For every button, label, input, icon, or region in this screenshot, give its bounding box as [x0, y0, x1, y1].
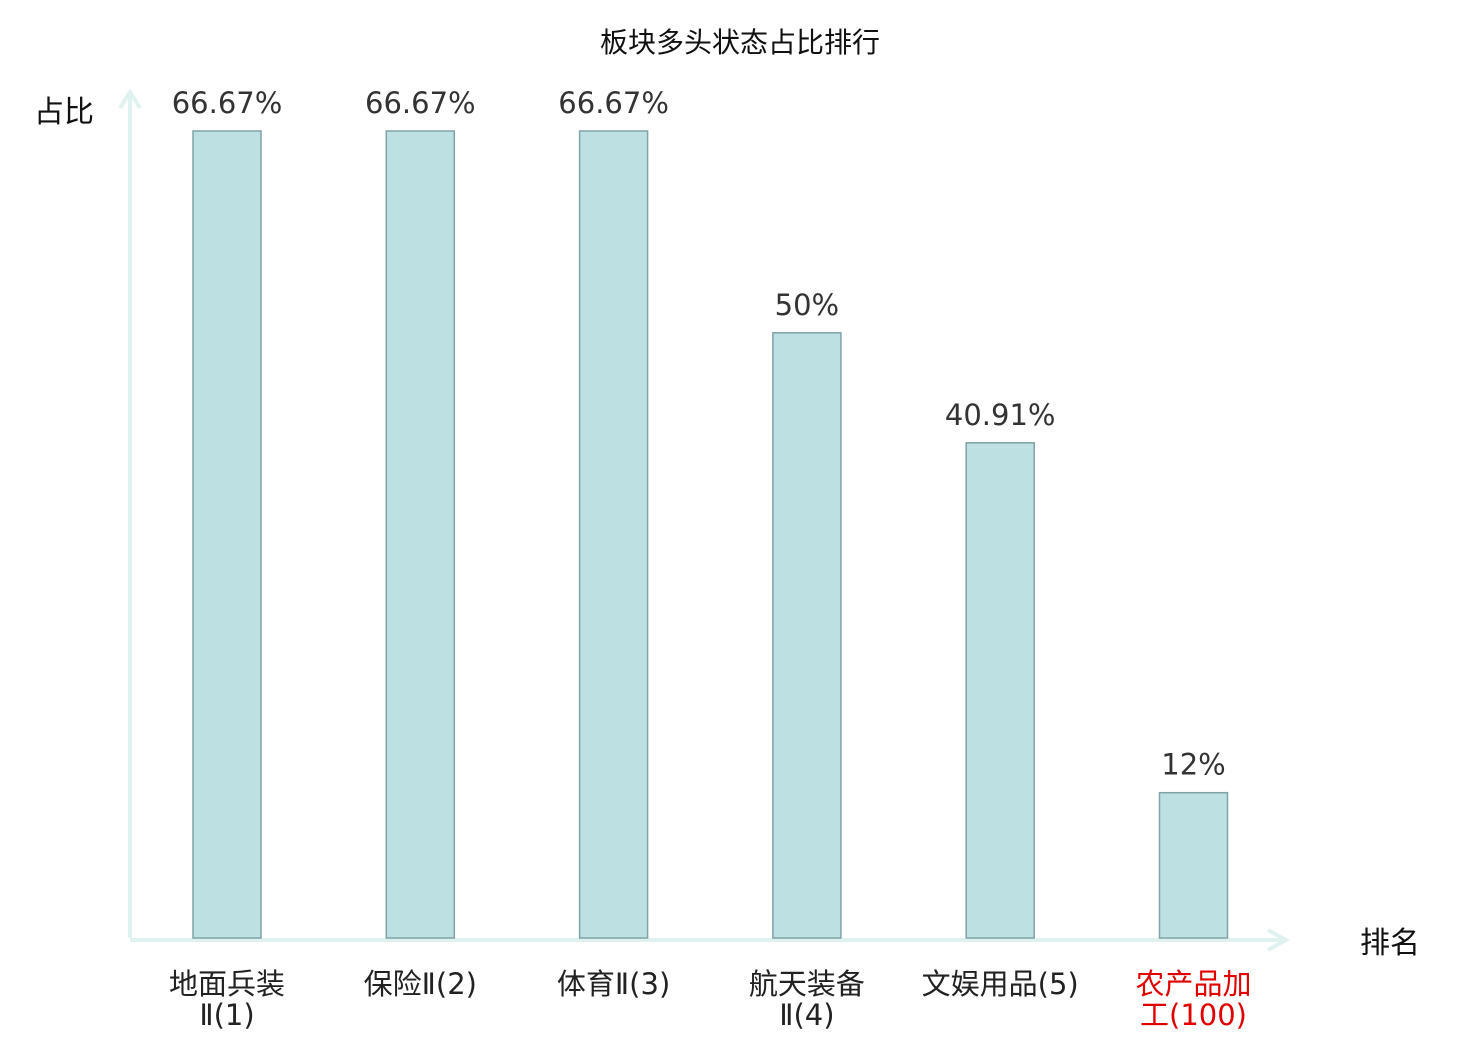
- bar-value-label: 12%: [1161, 748, 1225, 782]
- bar: [772, 332, 842, 939]
- x-tick-label-line2: Ⅱ(1): [199, 998, 254, 1032]
- x-tick-label: 航天装备: [749, 967, 865, 1001]
- x-tick-label: 农产品加: [1135, 967, 1251, 1001]
- x-axis-label: 排名: [1360, 926, 1420, 961]
- x-tick-label-line2: Ⅱ(4): [779, 998, 834, 1032]
- x-axis: [130, 928, 1291, 952]
- bar-value-label: 66.67%: [365, 86, 476, 120]
- bar-value-label: 40.91%: [945, 398, 1056, 432]
- x-tick-label: 地面兵装: [169, 967, 285, 1001]
- bar: [385, 130, 456, 939]
- bar: [192, 130, 262, 939]
- bar-value-label: 66.67%: [172, 86, 283, 120]
- x-axis-arrow: [1267, 928, 1291, 952]
- x-tick-label-line2: 工(100): [1140, 998, 1247, 1032]
- chart-title: 板块多头状态占比排行: [600, 26, 880, 59]
- bar: [1158, 791, 1229, 939]
- bar: [965, 442, 1035, 939]
- y-axis-label: 占比: [34, 95, 94, 130]
- x-tick-label: 保险Ⅱ(2): [364, 967, 477, 1001]
- x-tick-label: 文娱用品(5): [922, 967, 1079, 1001]
- bar-value-label: 50%: [775, 288, 839, 322]
- y-axis: [118, 88, 142, 938]
- x-tick-label: 体育Ⅱ(3): [557, 967, 670, 1001]
- bars-group: [192, 130, 1229, 939]
- y-axis-arrow: [118, 88, 142, 110]
- bar: [578, 130, 649, 939]
- value-labels-group: 66.67% 66.67% 66.67% 50% 40.91% 12%: [172, 86, 1226, 782]
- bar-value-label: 66.67%: [558, 86, 669, 120]
